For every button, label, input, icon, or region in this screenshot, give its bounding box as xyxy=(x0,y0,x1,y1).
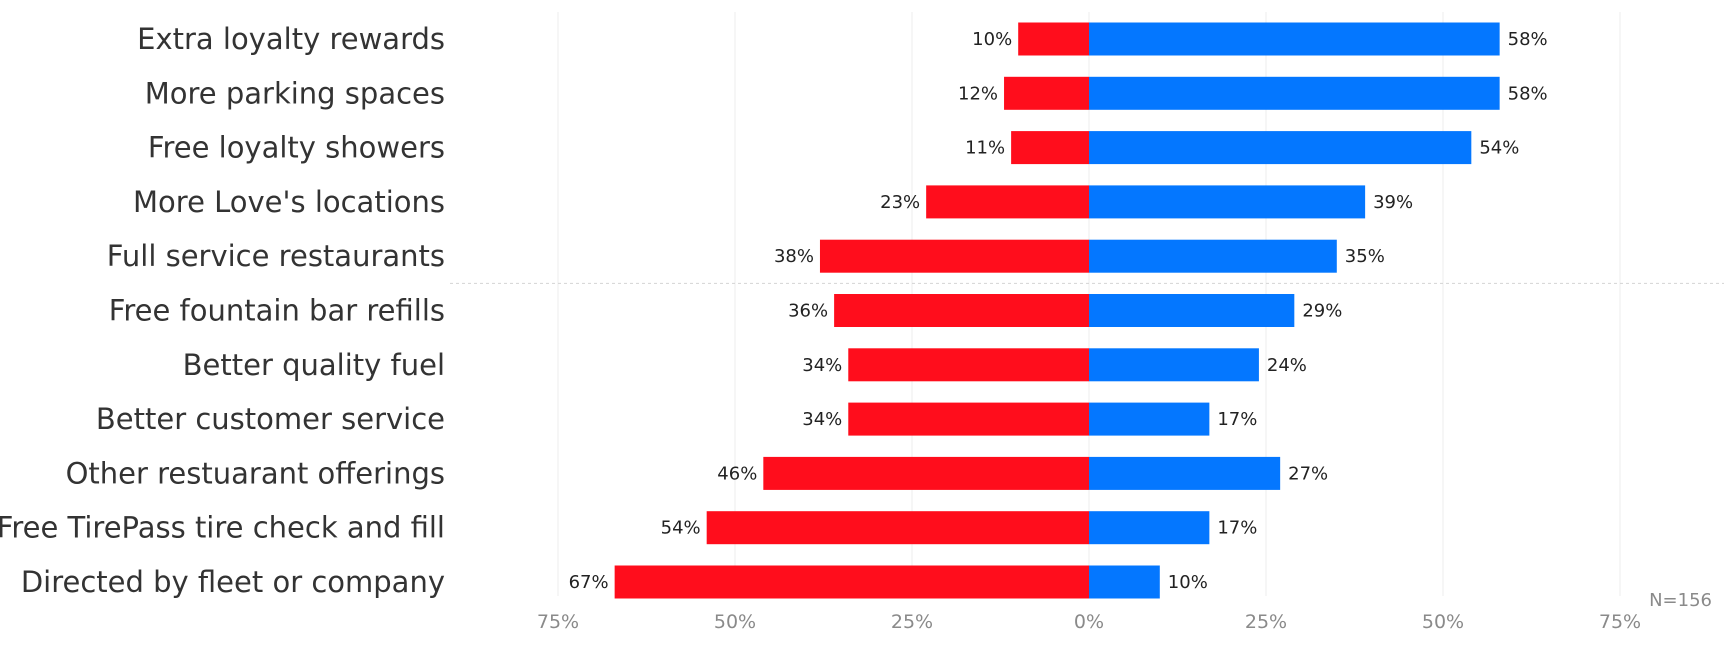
x-tick-label: 25% xyxy=(891,611,933,633)
value-label-left: 34% xyxy=(802,409,842,430)
category-label: More parking spaces xyxy=(145,76,445,110)
bar-right xyxy=(1089,565,1160,599)
bar-right xyxy=(1089,402,1210,436)
x-tick-label: 50% xyxy=(714,611,756,633)
value-label-left: 54% xyxy=(661,518,701,539)
value-label-right: 35% xyxy=(1345,246,1385,267)
category-label: Better customer service xyxy=(96,402,445,436)
value-label-right: 27% xyxy=(1288,463,1328,484)
bar-left xyxy=(1004,76,1089,110)
value-label-right: 58% xyxy=(1508,83,1548,104)
bar-left xyxy=(819,239,1089,273)
category-label: Other restuarant offerings xyxy=(66,456,445,490)
bar-right xyxy=(1089,511,1210,545)
x-axis-ticks: 75% 50% 25% 0% 25% 50% 75% xyxy=(537,611,1641,633)
value-label-right: 29% xyxy=(1302,301,1342,322)
value-label-left: 46% xyxy=(717,463,757,484)
category-label: Free fountain bar refills xyxy=(109,294,445,328)
bar-right xyxy=(1089,185,1366,219)
value-label-right: 58% xyxy=(1508,29,1548,50)
value-label-left: 23% xyxy=(880,192,920,213)
bar-left xyxy=(1018,22,1089,56)
category-label: Free loyalty showers xyxy=(148,131,445,165)
bar-left xyxy=(848,348,1089,382)
value-label-left: 11% xyxy=(965,138,1005,159)
category-labels: Extra loyalty rewards More parking spaces… xyxy=(0,22,445,599)
bar-right xyxy=(1089,131,1472,165)
bar-right xyxy=(1089,294,1295,327)
bar-left xyxy=(848,402,1089,436)
x-tick-label: 75% xyxy=(537,611,579,633)
bar-right xyxy=(1089,22,1500,56)
value-label-left: 36% xyxy=(788,301,828,322)
x-tick-label: 0% xyxy=(1074,611,1104,633)
value-label-left: 10% xyxy=(972,29,1012,50)
bar-right xyxy=(1089,76,1500,110)
category-label: Free TirePass tire check and fill xyxy=(0,511,445,545)
category-label: Full service restaurants xyxy=(107,239,445,273)
category-label: Better quality fuel xyxy=(183,348,445,382)
bar-left xyxy=(763,456,1089,490)
category-label: Directed by fleet or company xyxy=(21,565,445,599)
sample-size-note: N=156 xyxy=(1649,590,1712,611)
bar-right xyxy=(1089,348,1259,382)
bar-left xyxy=(834,294,1089,327)
value-label-right: 17% xyxy=(1217,518,1257,539)
category-label: More Love's locations xyxy=(133,185,445,219)
value-label-right: 17% xyxy=(1217,409,1257,430)
value-label-right: 54% xyxy=(1479,138,1519,159)
x-tick-label: 25% xyxy=(1245,611,1287,633)
value-label-left: 12% xyxy=(958,83,998,104)
value-label-left: 67% xyxy=(569,572,609,593)
value-labels: 10% 58% 12% 58% 11% 54% 23% 39% 38% 35% 36% 29% 34% 2… xyxy=(569,29,1548,593)
bar-left xyxy=(706,511,1089,545)
bar-right xyxy=(1089,239,1337,273)
bar-right xyxy=(1089,456,1281,490)
value-label-left: 38% xyxy=(774,246,814,267)
category-label: Extra loyalty rewards xyxy=(137,22,445,56)
bar-left xyxy=(1011,131,1089,165)
bars xyxy=(614,22,1500,599)
value-label-right: 24% xyxy=(1267,355,1307,376)
value-label-right: 39% xyxy=(1373,192,1413,213)
bar-left xyxy=(926,185,1089,219)
bar-left xyxy=(614,565,1089,599)
x-tick-label: 75% xyxy=(1599,611,1641,633)
value-label-right: 10% xyxy=(1168,572,1208,593)
value-label-left: 34% xyxy=(802,355,842,376)
x-tick-label: 50% xyxy=(1422,611,1464,633)
